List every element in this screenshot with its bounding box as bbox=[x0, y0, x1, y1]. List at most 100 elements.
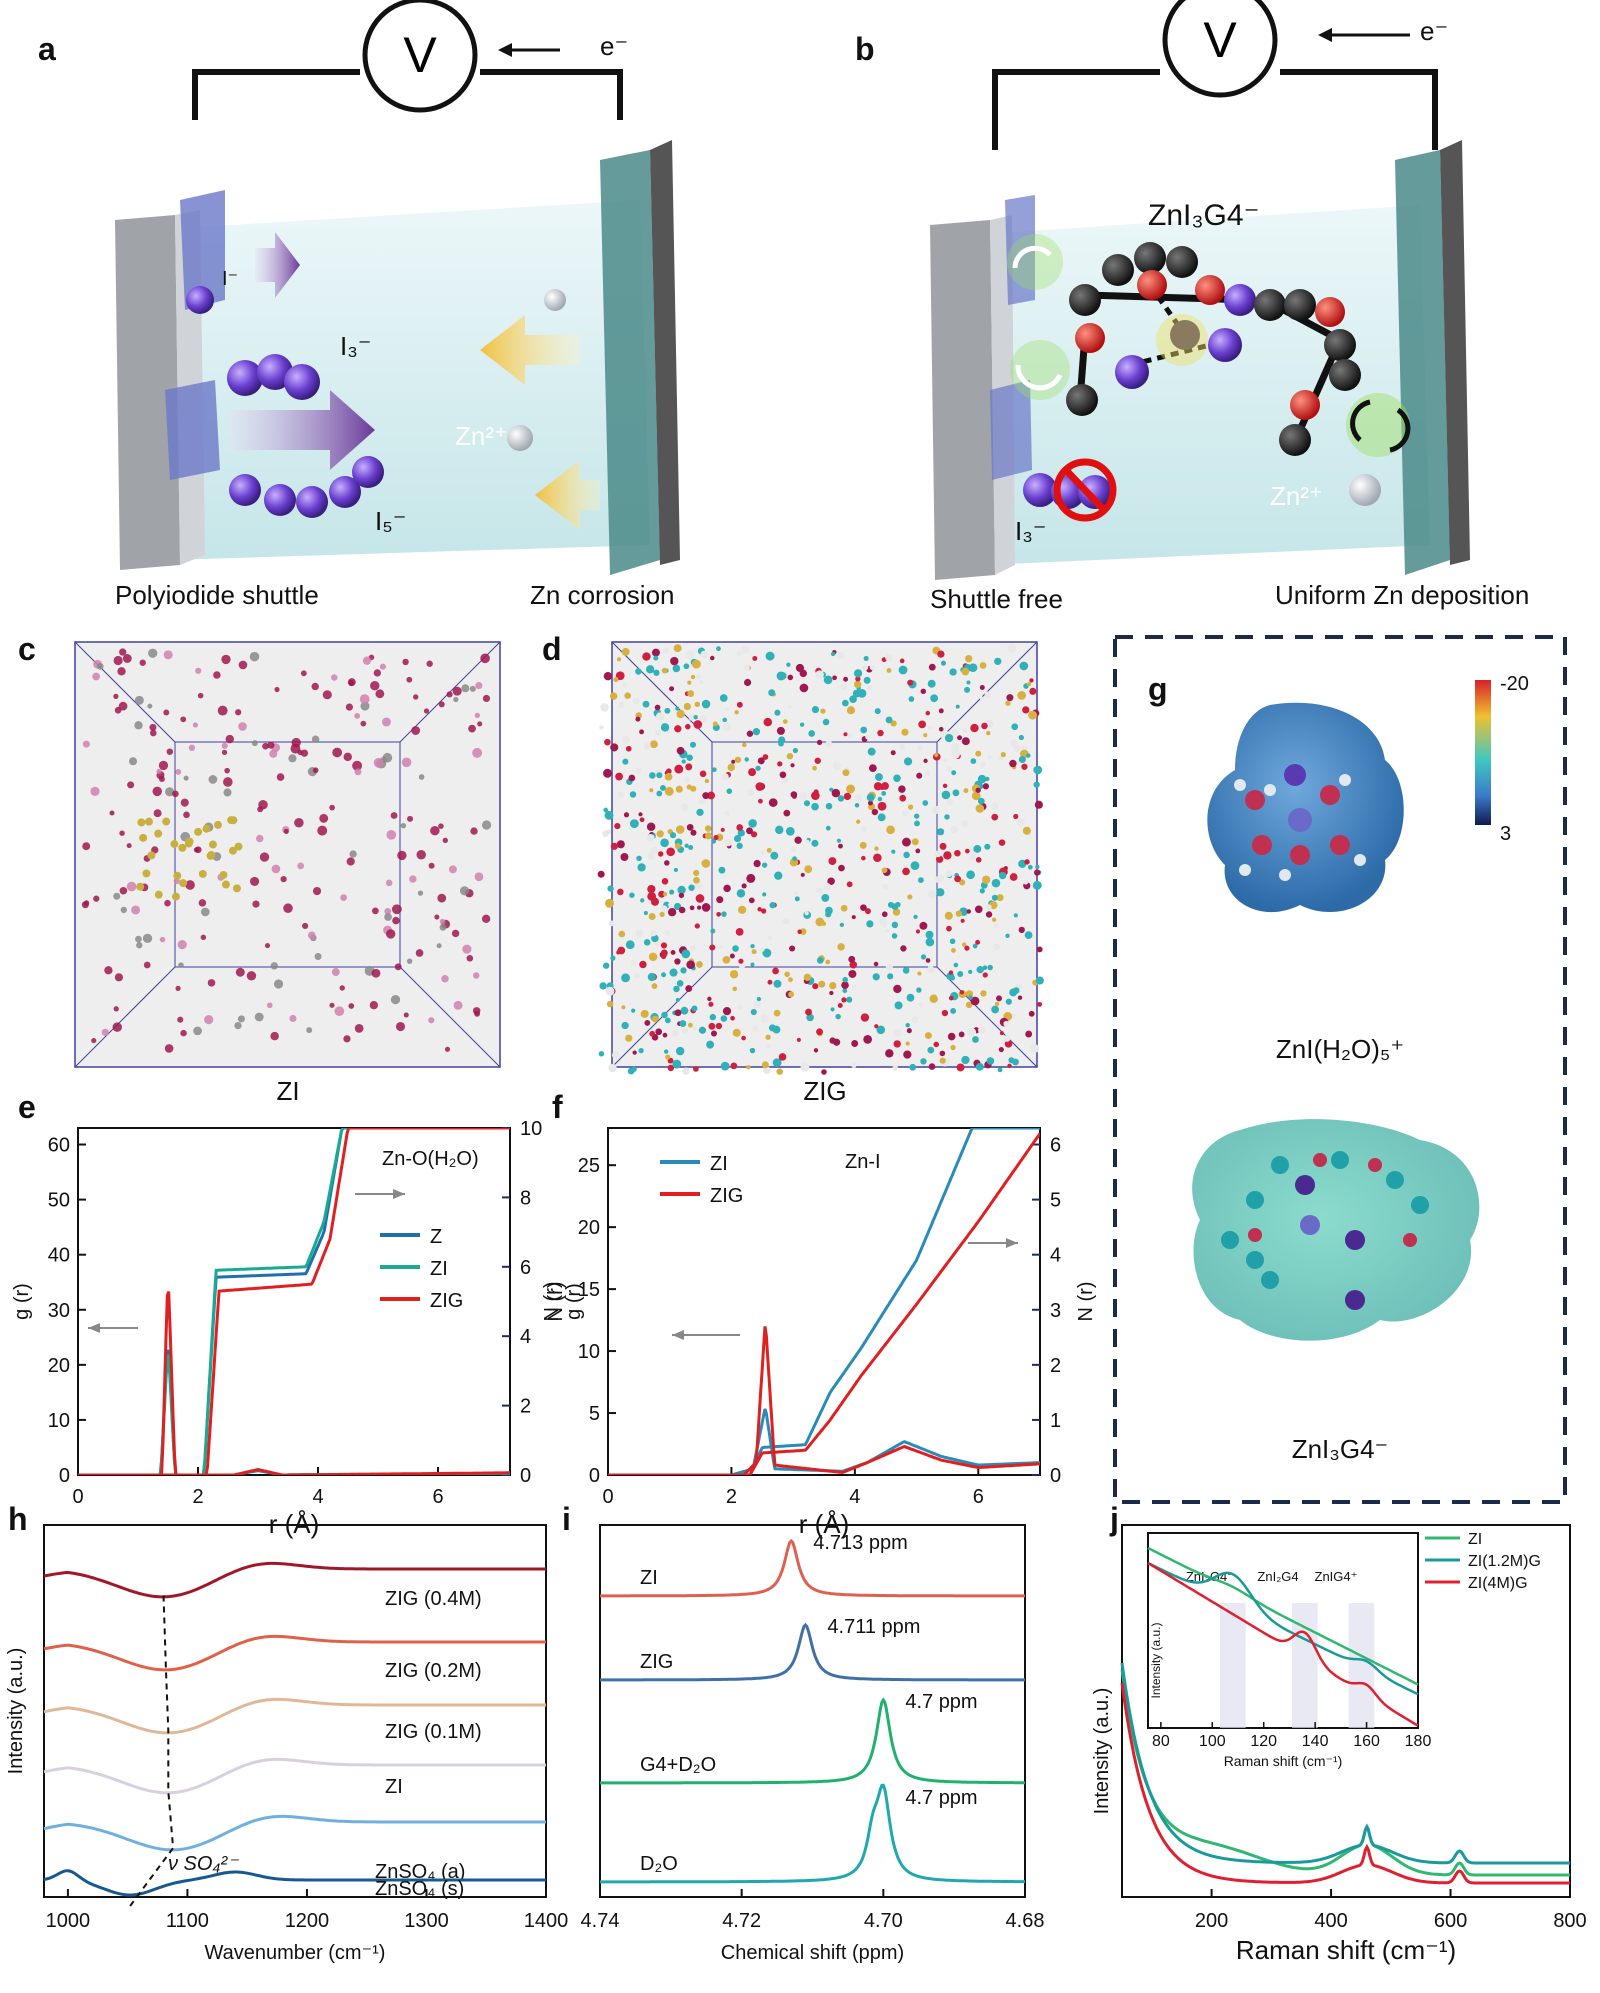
atom-dot bbox=[902, 837, 911, 847]
atom-dot bbox=[716, 896, 724, 904]
atom-dot bbox=[951, 770, 957, 776]
atom-dot bbox=[686, 960, 696, 970]
atom-dot bbox=[423, 708, 430, 714]
atom-dot bbox=[221, 654, 231, 665]
atom-dot bbox=[768, 798, 778, 807]
atom-dot bbox=[938, 708, 944, 714]
atom-dot bbox=[1017, 690, 1027, 700]
atom-dot bbox=[786, 662, 791, 667]
atom-dot bbox=[347, 678, 356, 687]
atom-dot bbox=[892, 908, 901, 916]
atom-dot bbox=[1013, 813, 1019, 820]
atom-dot bbox=[813, 789, 819, 795]
atom-dot bbox=[796, 1037, 801, 1042]
atom-dot bbox=[942, 783, 948, 789]
atom-dot bbox=[664, 772, 673, 781]
atom-dot bbox=[109, 810, 115, 816]
atom-dot bbox=[640, 1009, 649, 1018]
y-tick-label: 15 bbox=[578, 1279, 600, 1301]
spectrum-label: ZnSO₄ (s) bbox=[375, 1878, 464, 1900]
atom-dot bbox=[943, 851, 952, 860]
atom-dot bbox=[724, 810, 730, 816]
atom-dot bbox=[935, 855, 944, 863]
atom-dot bbox=[991, 802, 999, 811]
colorbar-min: 3 bbox=[1500, 823, 1511, 845]
atom-dot bbox=[249, 651, 260, 662]
atom-dot bbox=[778, 736, 786, 744]
atom-dot bbox=[670, 950, 676, 955]
atom-dot bbox=[694, 701, 701, 708]
voltmeter-icon bbox=[1162, 0, 1278, 98]
atom-dot bbox=[602, 830, 609, 838]
atom-dot bbox=[816, 957, 824, 964]
deposition-rotation-icon bbox=[1350, 399, 1371, 442]
atom-dot bbox=[183, 775, 189, 781]
atom-dot bbox=[720, 1015, 728, 1022]
y-tick-label: 40 bbox=[48, 1245, 70, 1267]
atom-dot bbox=[911, 1016, 919, 1023]
atom-dot bbox=[808, 730, 816, 737]
atom-dot bbox=[729, 953, 735, 959]
atom-dot bbox=[238, 660, 248, 670]
atom-dot bbox=[288, 754, 297, 763]
atom-dot bbox=[991, 1005, 1000, 1014]
atom-dot bbox=[674, 1009, 682, 1017]
atom-dot bbox=[444, 1046, 451, 1052]
atom-dot bbox=[737, 1004, 743, 1010]
atom-dot bbox=[968, 995, 973, 1000]
atom-dot bbox=[821, 1069, 827, 1075]
y-tick-label: 60 bbox=[48, 1135, 70, 1157]
atom-dot bbox=[899, 743, 906, 751]
atom-dot bbox=[956, 1063, 965, 1072]
atom-dot bbox=[1027, 864, 1033, 870]
atom-dot bbox=[468, 724, 476, 733]
atom-dot bbox=[966, 909, 971, 914]
plot-frame bbox=[607, 1127, 1041, 1476]
atom-dot bbox=[815, 917, 825, 927]
atom-dot bbox=[743, 664, 750, 671]
atom-dot bbox=[693, 869, 700, 876]
circuit-wire-left bbox=[992, 69, 1160, 150]
atom-dot bbox=[792, 747, 798, 754]
atom-dot bbox=[127, 781, 135, 789]
atom-dot bbox=[839, 922, 844, 927]
atom-dot bbox=[773, 1009, 781, 1017]
atom-dot bbox=[749, 1047, 756, 1054]
atom-dot bbox=[934, 850, 942, 858]
atom-dot bbox=[642, 700, 650, 708]
atom-dot bbox=[428, 862, 435, 869]
atom-dot bbox=[1012, 987, 1020, 994]
inset-tick-label: 120 bbox=[1250, 1733, 1277, 1750]
y2-tick-label: 10 bbox=[520, 1118, 542, 1140]
atom-dot bbox=[719, 694, 728, 702]
atom-dot bbox=[617, 888, 624, 896]
atom-dot bbox=[469, 685, 476, 692]
atom-dot bbox=[868, 764, 877, 773]
atom-dot bbox=[638, 812, 643, 817]
atom-dot bbox=[763, 1066, 771, 1075]
atom-dot bbox=[648, 912, 656, 921]
atom-dot bbox=[713, 834, 719, 841]
atom-dot bbox=[957, 971, 964, 978]
atom-dot bbox=[965, 655, 973, 663]
plot-frame bbox=[43, 1524, 547, 1898]
atom-dot bbox=[709, 1013, 716, 1021]
atom-dot bbox=[832, 761, 841, 770]
atom-dot bbox=[841, 997, 847, 1003]
atom-dot bbox=[415, 949, 424, 957]
atom-dot bbox=[302, 922, 309, 930]
atom-dot bbox=[762, 754, 769, 760]
atom-dot bbox=[999, 1031, 1004, 1036]
atom-dot bbox=[676, 980, 684, 987]
atom-dot bbox=[158, 776, 165, 782]
y-axis-label: Intensity (a.u.) bbox=[5, 1648, 27, 1775]
atom-dot bbox=[979, 685, 985, 691]
plot-frame bbox=[599, 1524, 1026, 1898]
atom-dot bbox=[726, 788, 733, 794]
atom-dot bbox=[1032, 880, 1042, 890]
atom-dot bbox=[859, 841, 867, 849]
ftir-spectrum-line bbox=[43, 1757, 546, 1795]
atom-dot bbox=[885, 654, 893, 662]
atom-dot bbox=[766, 1044, 772, 1049]
spectrum-label: ZIG bbox=[640, 1651, 673, 1673]
